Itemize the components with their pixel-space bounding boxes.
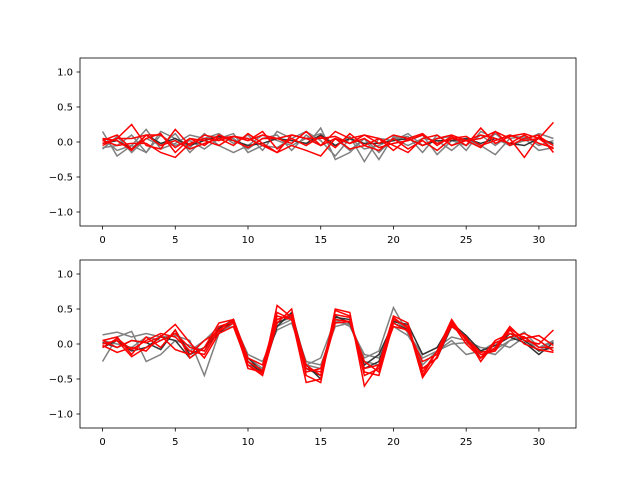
x-tick-label: 0 (99, 437, 105, 448)
series-group (101, 121, 555, 164)
y-tick-label: 0.5 (57, 103, 73, 114)
y-tick-label: −1.0 (49, 410, 73, 421)
x-tick-label: 25 (460, 437, 473, 448)
x-tick-label: 20 (387, 235, 400, 246)
series-line-red-9 (102, 134, 554, 159)
y-tick-label: −0.5 (49, 173, 73, 184)
y-tick-label: 0.0 (57, 138, 73, 149)
y-tick-label: 0.0 (57, 340, 73, 351)
x-tick-label: 15 (314, 437, 327, 448)
x-tick-label: 5 (172, 235, 178, 246)
x-tick-label: 10 (242, 235, 255, 246)
series-line-red-7 (102, 130, 554, 159)
x-tick-label: 20 (387, 437, 400, 448)
series-line-red-8 (102, 313, 554, 377)
series-group (101, 304, 554, 388)
x-tick-label: 5 (172, 437, 178, 448)
series-line-red-6 (102, 123, 555, 154)
x-tick-label: 30 (533, 437, 546, 448)
x-tick-label: 10 (242, 437, 255, 448)
x-tick-label: 25 (460, 235, 473, 246)
subplot-bottom: 0 5 10 15 20 25 30 1.0 0.5 0.0 −0.5 −1.0 (49, 259, 577, 448)
x-tick-label: 15 (314, 235, 327, 246)
y-tick-label: 0.5 (57, 305, 73, 316)
x-tick-label: 0 (99, 235, 105, 246)
y-tick-label: 1.0 (57, 68, 73, 79)
series-line-red-9 (102, 311, 554, 373)
series-line-dark-4 (102, 134, 554, 150)
series-line-red-8 (102, 134, 554, 157)
y-tick-label: −1.0 (49, 208, 73, 219)
y-tick-label: −0.5 (49, 375, 73, 386)
x-tick-label: 30 (533, 235, 546, 246)
y-tick-label: 1.0 (57, 270, 73, 281)
subplot-top: 0 5 10 15 20 25 30 1.0 0.5 0.0 −0.5 −1.0 (49, 57, 577, 246)
